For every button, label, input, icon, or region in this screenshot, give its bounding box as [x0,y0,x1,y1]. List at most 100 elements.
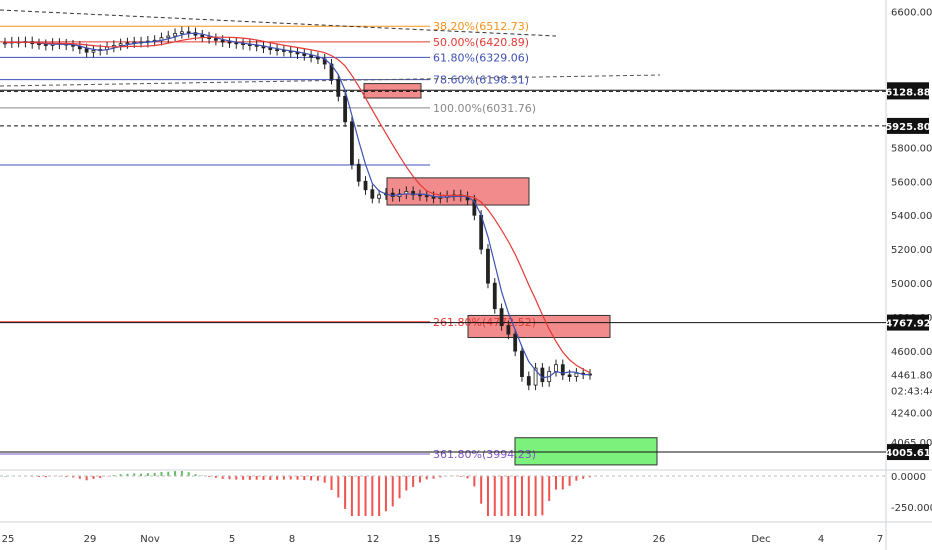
time-tick-label: 8 [289,534,295,545]
macd-bar [4,476,6,477]
macd-histogram [0,470,886,516]
price-tick-label: 4600.00 [891,347,932,358]
macd-bar [507,476,510,516]
macd-bar [242,476,245,480]
macd-bar [541,476,544,516]
macd-bar [323,476,326,483]
macd-bar [214,476,217,478]
macd-bar [85,476,88,481]
candle-body [329,63,334,80]
fib-label: 361.80%(3994.23) [433,448,536,461]
candle-body [574,372,579,377]
macd-bar [38,476,41,477]
price-tick-label: 4240.00 [891,408,932,419]
last-price-label: 4461.80 [891,371,932,382]
macd-bar [425,476,428,480]
macd-bar [146,473,149,476]
candle-body [499,308,504,327]
macd-bar [248,476,251,480]
candle-body [370,189,375,199]
candle-body [520,350,524,377]
macd-bar [493,476,496,516]
time-tick-label: 15 [428,534,441,545]
macd-bar [303,476,306,481]
candle-body [309,55,314,58]
time-tick-label: Dec [751,534,770,545]
macd-bar [160,471,163,476]
macd-bar [330,476,333,490]
macd-bar [344,476,347,509]
macd-bar [269,476,272,481]
candle-body [200,34,205,38]
candle-body [356,163,361,182]
macd-bar [174,471,177,476]
macd-bar [384,476,387,512]
macd-bar [534,476,537,516]
fib-label: 100.00%(6031.76) [433,102,536,115]
candle-body [302,53,307,56]
price-tick-label: 5800.00 [891,143,932,154]
macd-bar [398,476,401,499]
candle-body [513,333,518,352]
trend-line [0,74,661,87]
macd-bar [153,472,156,476]
candle-body [213,38,218,41]
zones [363,83,658,466]
macd-bar [78,476,81,479]
horizontal-lines [0,9,886,453]
macd-bar [167,471,170,476]
macd-bar [548,476,551,501]
candle-body [118,43,123,46]
price-tick-label: 5600.00 [891,177,932,188]
candle-body [84,48,89,53]
candle-body [43,44,48,46]
candle-body [234,42,239,45]
macd-bar [412,476,415,487]
macd-bar [371,476,374,516]
macd-bar [520,476,523,516]
candle-body [533,367,538,386]
countdown-label: 02:43:44 [891,387,932,398]
macd-bar [589,476,591,478]
candle-body [472,199,477,216]
macd-bar [582,476,585,479]
moving-average-line [4,32,591,379]
macd-bar [378,476,381,516]
macd-tick-label: 0.0000 [891,472,926,483]
candle-body [186,31,191,34]
candle-body [363,180,368,191]
candle-body [125,42,130,45]
candle-body [554,364,558,372]
macd-bar [180,470,183,476]
candles [3,26,592,391]
macd-bar [140,473,143,476]
macd-bar [112,475,115,476]
macd-bar [316,476,319,481]
price-badge [887,314,929,331]
macd-bar [208,476,211,477]
candle-body [166,35,171,39]
macd-bar [194,474,197,476]
zone-box [467,314,611,339]
time-tick-label: 7 [877,534,883,545]
candle-body [418,194,422,197]
macd-bar [72,476,75,478]
fib-levels: 38.20%(6512.73) 50.00%(6420.89) 61.80%(632… [0,20,536,461]
macd-bar [126,473,129,476]
macd-bar [262,476,265,480]
candle-body [424,195,429,198]
price-badge [887,117,929,134]
fib-label: 61.80%(6329.06) [433,51,529,64]
candle-body [227,41,232,44]
price-badge [887,444,929,461]
macd-tick-label: -250.0000 [891,503,932,514]
price-tick-label: 5200.00 [891,245,932,256]
candle-body [316,56,320,60]
zone-box [386,177,530,206]
macd-bar [296,476,299,480]
macd-bar [235,476,238,480]
fib-label: 50.00%(6420.89) [433,36,529,49]
macd-bar [337,476,340,498]
moving-averages [4,32,591,379]
